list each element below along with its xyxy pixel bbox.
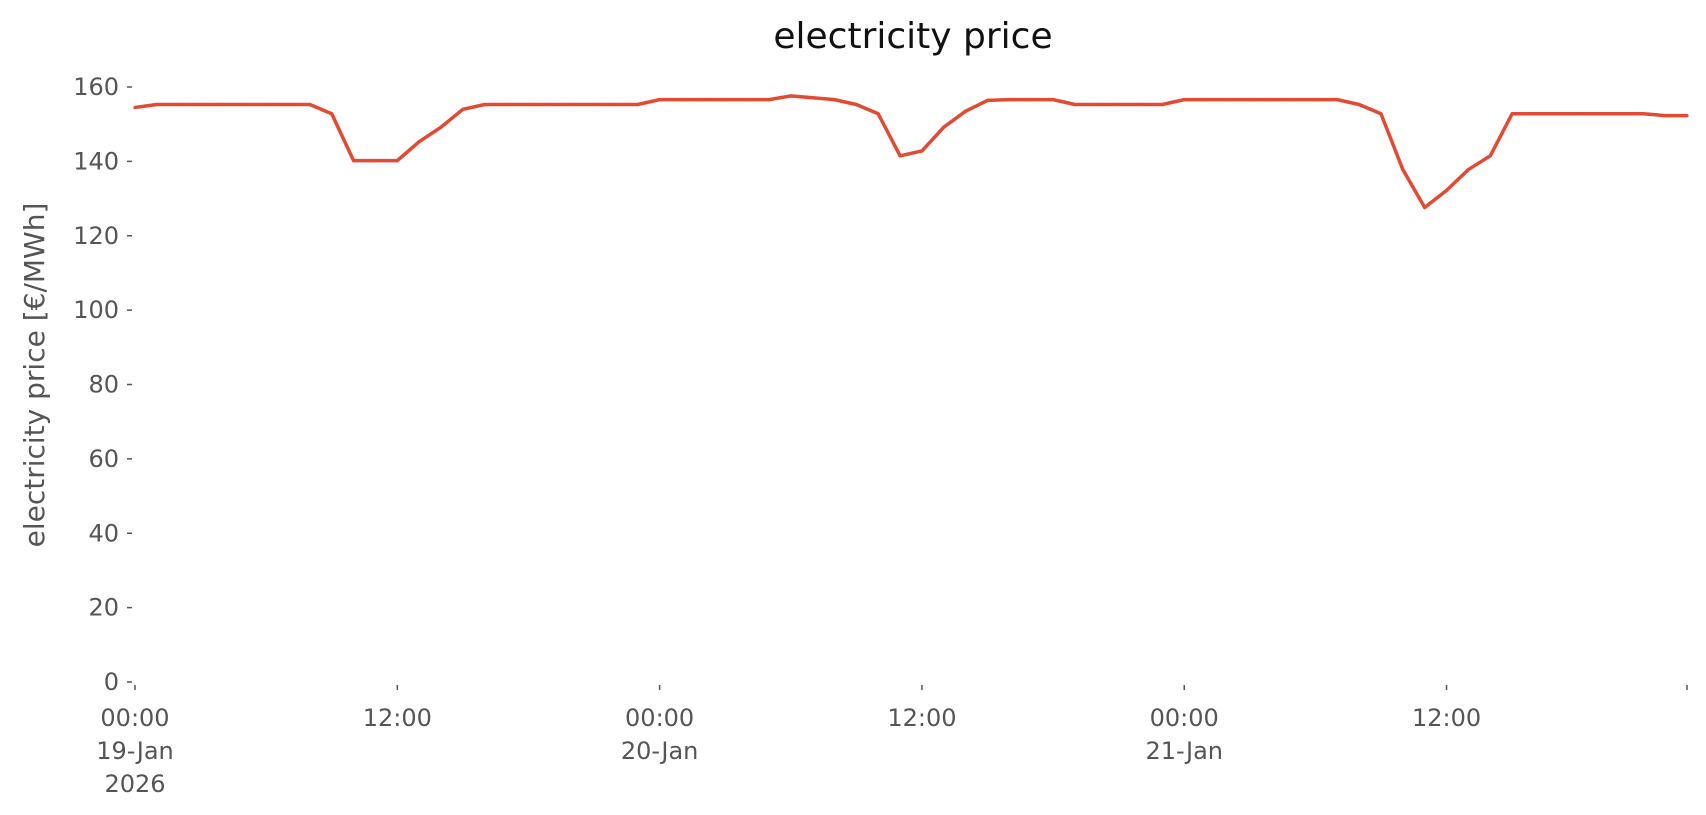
data-point [1270, 98, 1274, 102]
data-point [1554, 112, 1558, 116]
data-point [1117, 102, 1121, 107]
data-point [1248, 98, 1252, 102]
data-point [1466, 167, 1471, 172]
data-point [1423, 205, 1427, 210]
data-point [1663, 114, 1667, 118]
data-point [1051, 98, 1055, 102]
data-point [679, 98, 684, 102]
data-point [461, 107, 465, 111]
data-point [1641, 112, 1645, 116]
data-point [526, 102, 531, 107]
series-line [134, 94, 1687, 210]
data-point [351, 159, 356, 163]
x-tick-label: 00:00 [100, 704, 169, 732]
x-tick-label: 00:00 [1150, 704, 1219, 732]
data-point [1444, 188, 1449, 192]
data-point [1619, 112, 1624, 116]
data-point [308, 102, 312, 107]
data-point [133, 105, 137, 110]
data-point [767, 98, 771, 102]
data-point [439, 125, 443, 129]
data-point [1007, 98, 1011, 102]
data-point [155, 102, 159, 107]
y-tick-label: 20 [88, 594, 119, 622]
data-point [417, 140, 421, 144]
x-tick-label: 12:00 [1412, 704, 1481, 732]
data-point [1597, 112, 1602, 116]
data-point [658, 98, 662, 102]
chart-title: electricity price [773, 16, 1052, 57]
data-point [548, 102, 552, 107]
data-point [1182, 98, 1186, 102]
x-tick-label: 12:00 [363, 704, 432, 732]
data-point [1685, 114, 1689, 118]
data-point [330, 112, 334, 116]
data-point [898, 154, 902, 158]
y-tick-label: 80 [88, 371, 119, 399]
x-axis: 00:00 19-Jan 2026 12:00 00:00 20-Jan 12:00 00:0… [96, 685, 1688, 798]
y-axis: 0 20 40 60 80 100 120 140 160 [73, 73, 132, 696]
data-point [745, 98, 749, 102]
data-point [1138, 102, 1143, 107]
data-point [570, 102, 574, 107]
data-point [1029, 98, 1033, 102]
data-point [636, 102, 640, 107]
data-point [286, 102, 290, 107]
data-point [985, 98, 990, 102]
y-tick-label: 60 [88, 445, 119, 473]
data-point [1313, 98, 1317, 102]
data-point [1335, 98, 1339, 102]
data-point [592, 102, 596, 107]
data-point [483, 102, 487, 107]
data-point [395, 159, 399, 163]
y-axis-label: electricity price [€/MWh] [18, 203, 51, 548]
data-point [854, 102, 858, 107]
data-point [920, 149, 924, 153]
x-tick-label: 12:00 [887, 704, 956, 732]
y-tick-label: 120 [73, 222, 119, 250]
data-point [1073, 102, 1077, 107]
data-point [1291, 98, 1296, 102]
data-point [1379, 112, 1383, 116]
data-point [832, 98, 837, 102]
plot-area [133, 94, 1689, 210]
data-point [1357, 102, 1361, 107]
data-point [264, 102, 268, 107]
data-point [1095, 102, 1099, 107]
x-tick-label: 21-Jan [1145, 737, 1223, 765]
data-point [1226, 98, 1230, 102]
data-point [942, 125, 946, 129]
data-point [505, 102, 509, 107]
y-tick-label: 100 [73, 296, 119, 324]
data-point [614, 102, 618, 107]
data-point [1488, 154, 1492, 158]
data-point [1532, 112, 1536, 116]
y-tick-label: 140 [73, 147, 119, 175]
y-tick-label: 40 [88, 519, 119, 547]
data-point [242, 102, 246, 107]
data-point [701, 98, 705, 102]
x-tick-label: 20-Jan [621, 737, 699, 765]
data-point [373, 159, 378, 163]
data-point [876, 112, 880, 116]
data-point [198, 102, 203, 107]
y-tick-label: 0 [104, 668, 119, 696]
data-point [789, 94, 793, 98]
data-point [1576, 112, 1580, 116]
x-tick-label: 00:00 [625, 704, 694, 732]
data-point [964, 109, 968, 113]
x-tick-label: 2026 [104, 770, 165, 798]
x-tick-label: 19-Jan [96, 737, 174, 765]
y-tick-label: 160 [73, 73, 119, 101]
data-point [723, 98, 727, 102]
data-point [1160, 102, 1164, 107]
data-point [1401, 167, 1405, 172]
data-point [1510, 112, 1514, 116]
data-point [177, 102, 181, 107]
data-point [811, 96, 815, 100]
data-point [1204, 98, 1208, 102]
data-point [220, 102, 225, 107]
